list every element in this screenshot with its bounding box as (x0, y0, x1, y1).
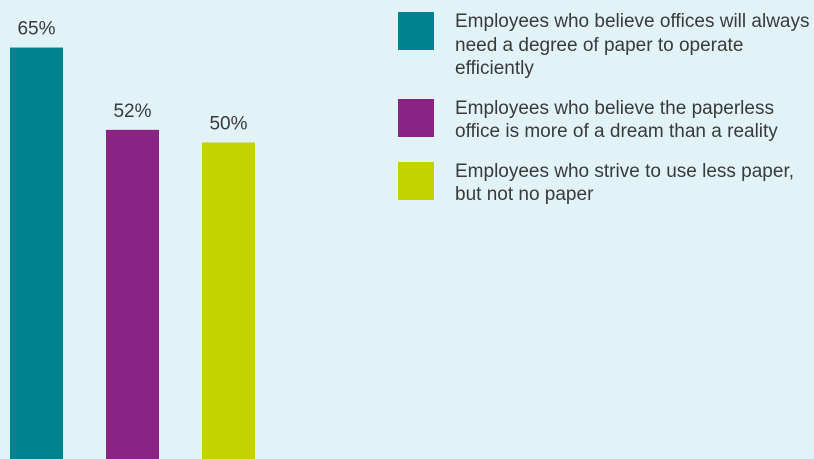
legend-item-paperless-dream: Employees who believe the paperless offi… (398, 97, 814, 144)
bars-group (10, 47, 255, 459)
legend: Employees who believe offices will alway… (398, 10, 814, 223)
data-label-use-less-paper: 50% (209, 114, 247, 135)
legend-swatch-paperless-dream (398, 98, 434, 137)
legend-label-offices-need-paper: Employees who believe offices will alway… (455, 11, 810, 79)
legend-swatch-offices-need-paper (398, 12, 434, 50)
legend-item-offices-need-paper: Employees who believe offices will alway… (398, 10, 814, 81)
legend-swatch-use-less-paper (398, 161, 434, 200)
data-label-offices-need-paper: 65% (17, 19, 55, 40)
bar-offices-need-paper (10, 47, 63, 459)
legend-item-use-less-paper: Employees who strive to use less paper, … (398, 160, 814, 207)
bar-use-less-paper (202, 142, 255, 459)
data-labels-group: 65% 52% 50% (17, 19, 247, 135)
bar-paperless-dream (106, 129, 159, 459)
legend-label-paperless-dream: Employees who believe the paperless offi… (455, 97, 778, 143)
data-label-paperless-dream: 52% (113, 101, 151, 122)
legend-label-use-less-paper: Employees who strive to use less paper, … (455, 160, 795, 206)
